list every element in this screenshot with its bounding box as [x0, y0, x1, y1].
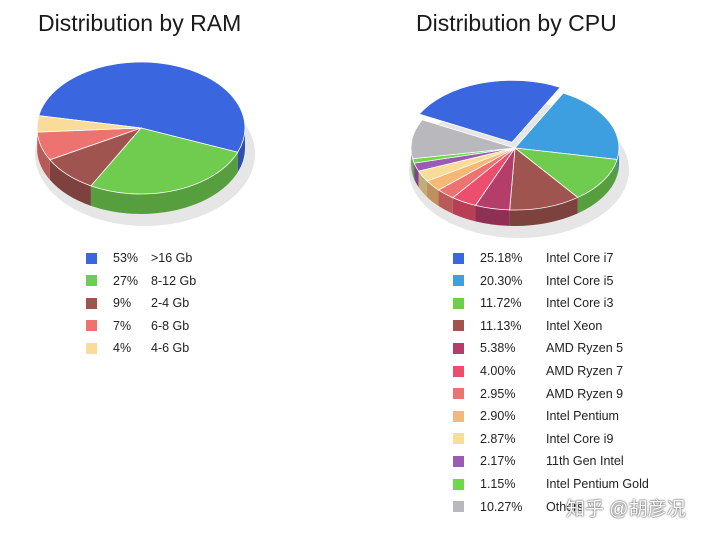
cpu-legend-swatch: [453, 365, 464, 377]
ram-legend-percent: 9%: [113, 296, 132, 311]
ram-legend-swatch: [86, 297, 97, 309]
ram-legend-item-16-gb: 53% >16 Gb: [86, 248, 192, 268]
cpu-legend-label: Intel Core i3: [546, 296, 614, 311]
ram-slice-side-6-8-gb: [37, 132, 50, 180]
cpu-legend-swatch: [453, 501, 464, 513]
ram-legend-label: 8-12 Gb: [151, 273, 197, 288]
cpu-legend-percent: 20.30%: [480, 273, 523, 288]
ram-legend-label: >16 Gb: [151, 251, 193, 265]
cpu-legend-swatch: [453, 320, 464, 332]
cpu-legend-item-intel-core-i3: 11.72% Intel Core i3: [453, 293, 613, 313]
cpu-legend-label: Intel Pentium: [546, 409, 619, 424]
cpu-legend-label: Intel Pentium Gold: [546, 477, 649, 491]
cpu-slice-side-amd-ryzen-7: [452, 197, 476, 222]
cpu-slice-intel-xeon: [509, 147, 579, 211]
cpu-legend-label: Intel Core i9: [546, 431, 614, 446]
cpu-legend-percent: 11.72%: [480, 296, 522, 311]
cpu-legend-percent: 4.00%: [480, 364, 516, 378]
ram-legend-percent: 4%: [113, 341, 132, 356]
cpu-legend-label: 11th Gen Intel: [546, 454, 624, 469]
ram-legend-percent: 53%: [113, 251, 139, 265]
cpu-slice-side-11th-gen-intel: [414, 163, 419, 188]
cpu-legend-percent: 11.13%: [480, 318, 522, 333]
cpu-legend-label: Intel Core i7: [546, 251, 614, 265]
cpu-slice-side-intel-core-i9: [418, 171, 428, 198]
ram-legend-percent: 7%: [113, 318, 132, 333]
cpu-slice-side-intel-pentium-gold: [412, 158, 415, 180]
ram-slice-16-gb: [38, 61, 246, 153]
cpu-legend-percent: 10.27%: [480, 499, 523, 514]
cpu-legend-label: AMD Ryzen 9: [546, 386, 624, 401]
ram-legend-item-6-8-gb: 7% 6-8 Gb: [86, 316, 189, 336]
cpu-slice-side-intel-xeon: [509, 197, 578, 226]
ram-slice-4-6-gb: [36, 115, 142, 133]
cpu-legend-label: Intel Xeon: [546, 318, 603, 333]
cpu-slice-others: [410, 119, 516, 160]
cpu-legend-percent: 5.38%: [480, 341, 516, 356]
cpu-slice-intel-core-i3: [513, 147, 618, 198]
cpu-legend-item-others: 10.27% Others: [453, 497, 584, 517]
cpu-legend-swatch: [453, 410, 464, 422]
cpu-legend-item-intel-xeon: 11.13% Intel Xeon: [453, 316, 602, 336]
cpu-legend-percent: 2.95%: [480, 386, 516, 401]
ram-legend-swatch: [86, 342, 97, 354]
cpu-slice-intel-core-i5: [514, 92, 620, 160]
ram-legend-label: 2-4 Gb: [151, 296, 190, 311]
cpu-slice-side-amd-ryzen-9: [438, 190, 453, 214]
ram-slice-8-12-gb: [90, 127, 239, 195]
ram-legend-percent: 27%: [113, 273, 139, 288]
cpu-chart-title: Distribution by CPU: [416, 10, 617, 36]
cpu-legend-item-amd-ryzen-5: 5.38% AMD Ryzen 5: [453, 338, 623, 358]
cpu-legend-item-intel-core-i9: 2.87% Intel Core i9: [453, 429, 613, 449]
ram-slice-side-16-gb: [237, 128, 245, 173]
ram-chart-panel: Distribution by RAM 53% >16 Gb 27% 8-12 Gb 9…: [35, 10, 255, 358]
cpu-legend-item-intel-pentium-gold: 1.15% Intel Pentium Gold: [453, 474, 649, 494]
cpu-legend-swatch: [453, 455, 464, 467]
cpu-legend-item-intel-core-i7: 25.18% Intel Core i7: [453, 248, 613, 268]
cpu-legend-swatch: [453, 478, 464, 490]
cpu-legend-label: Others: [546, 499, 584, 514]
cpu-legend-item-amd-ryzen-7: 4.00% AMD Ryzen 7: [453, 361, 623, 381]
ram-chart-title: Distribution by RAM: [38, 10, 242, 36]
watermark-text: 知乎 @胡彦况: [566, 499, 686, 520]
cpu-legend-swatch: [453, 252, 464, 264]
cpu-pie-chart: [409, 79, 629, 238]
cpu-slice-side-amd-ryzen-5: [475, 205, 510, 226]
ram-pie-chart: [35, 61, 255, 226]
cpu-legend-item-amd-ryzen-9: 2.95% AMD Ryzen 9: [453, 384, 623, 404]
ram-legend-swatch: [86, 275, 97, 287]
cpu-legend-swatch: [453, 433, 464, 445]
ram-legend-label: 4-6 Gb: [151, 341, 190, 356]
ram-legend-item-4-6-gb: 4% 4-6 Gb: [86, 338, 189, 358]
cpu-legend-item-intel-pentium: 2.90% Intel Pentium: [453, 406, 619, 426]
ram-legend-item-2-4-gb: 9% 2-4 Gb: [86, 293, 189, 313]
cpu-legend-percent: 2.17%: [480, 454, 516, 469]
cpu-chart-panel: Distribution by CPU 25.18% Intel Core i7 2…: [360, 0, 720, 535]
cpu-legend-item-intel-core-i5: 20.30% Intel Core i5: [453, 271, 613, 291]
cpu-slice-intel-core-i7: [418, 79, 561, 143]
ram-legend-label: 6-8 Gb: [151, 318, 190, 333]
cpu-legend-swatch: [453, 342, 464, 354]
cpu-legend-label: AMD Ryzen 7: [546, 364, 624, 378]
cpu-legend-swatch: [453, 297, 464, 309]
cpu-legend-percent: 2.87%: [480, 431, 516, 446]
cpu-legend-label: Intel Core i5: [546, 273, 614, 288]
cpu-legend-label: AMD Ryzen 5: [546, 341, 624, 356]
cpu-legend-percent: 25.18%: [480, 251, 523, 265]
ram-legend-item-8-12-gb: 27% 8-12 Gb: [86, 271, 196, 291]
ram-legend-swatch: [86, 252, 97, 264]
cpu-legend-percent: 2.90%: [480, 409, 516, 424]
cpu-slice-side-intel-pentium: [427, 181, 439, 207]
cpu-legend-percent: 1.15%: [480, 477, 516, 491]
cpu-legend-swatch: [453, 388, 464, 400]
ram-legend-swatch: [86, 320, 97, 332]
cpu-legend-item-11th-gen-intel: 2.17% 11th Gen Intel: [453, 451, 624, 471]
ram-slice-side-8-12-gb: [90, 152, 238, 214]
cpu-legend-swatch: [453, 275, 464, 287]
ram-slice-side-2-4-gb: [49, 159, 91, 206]
